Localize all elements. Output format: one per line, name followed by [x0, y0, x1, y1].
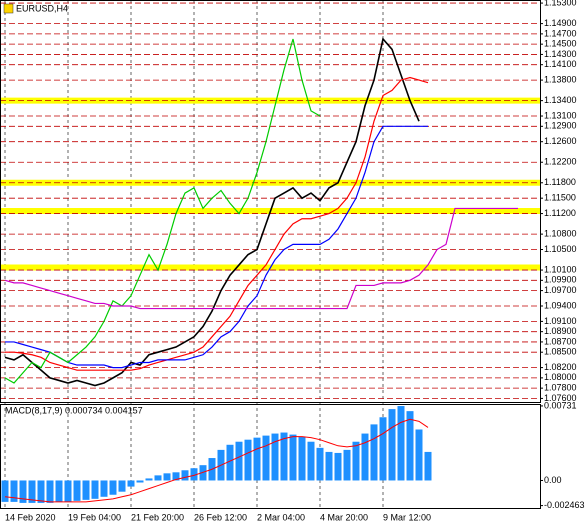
bar [388, 409, 396, 481]
bar [46, 480, 54, 503]
y-tick-label: 1.10100 [544, 264, 577, 274]
bar [226, 444, 234, 481]
y-tick-label: 1.08700 [544, 336, 577, 346]
y-tick-label: -0.002463 [544, 500, 585, 510]
bar [424, 451, 432, 481]
chart-title: EURUSD,H4 [16, 3, 68, 13]
bar [379, 417, 387, 481]
y-tick-label: 1.08200 [544, 362, 577, 372]
y-tick-label: 1.10800 [544, 228, 577, 238]
series-line [4, 207, 518, 310]
bar [163, 473, 171, 481]
bar [361, 433, 369, 481]
x-tick-label: 19 Feb 04:00 [68, 512, 121, 522]
y-tick-label: 1.10500 [544, 244, 577, 254]
y-tick-label: 1.11200 [544, 208, 576, 218]
bar [1, 480, 9, 502]
series-line [4, 418, 429, 503]
y-tick-label: 1.13400 [544, 95, 577, 105]
series-line [5, 76, 429, 371]
bar [37, 480, 45, 503]
y-tick-label: 1.14100 [544, 59, 577, 69]
series-line [5, 125, 428, 369]
bar [415, 429, 423, 481]
bar [190, 468, 198, 481]
bar [298, 436, 306, 481]
bar [235, 441, 243, 481]
y-tick-label: 1.07600 [544, 393, 577, 403]
bar [154, 475, 162, 481]
y-tick-label: 1.11500 [544, 193, 576, 203]
bar [325, 451, 333, 481]
x-tick-label: 9 Mar 12:00 [383, 512, 431, 522]
bar [91, 480, 99, 499]
y-tick-label: 1.12600 [544, 136, 577, 146]
y-tick-label: 1.08900 [544, 326, 577, 336]
bar [289, 434, 297, 481]
y-tick-label: 1.12200 [544, 157, 577, 167]
bar [109, 480, 117, 495]
bar [145, 478, 153, 481]
bar [10, 480, 18, 502]
bar [271, 433, 279, 481]
bar [118, 480, 126, 492]
x-tick-label: 14 Feb 2020 [5, 512, 56, 522]
y-tick-label: 1.14900 [544, 18, 577, 28]
bar [181, 470, 189, 481]
bar [73, 480, 81, 501]
y-tick-label: 1.08500 [544, 347, 577, 357]
y-tick-label: 0.00 [544, 475, 562, 485]
y-tick-label: 1.14300 [544, 49, 577, 59]
y-tick-label: 1.08000 [544, 372, 577, 382]
bar [307, 441, 315, 481]
plot-layer [0, 0, 540, 508]
y-tick-label: 1.09700 [544, 285, 577, 295]
bar [64, 480, 72, 502]
macd-title: MACD(8,17,9) 0.000734 0.004157 [5, 405, 143, 415]
bar [55, 480, 63, 502]
series-line [4, 37, 420, 387]
bar [127, 480, 135, 487]
series-line [4, 38, 321, 384]
y-tick-label: 1.14500 [544, 39, 577, 49]
bar [343, 449, 351, 481]
main-frame [0, 0, 541, 403]
bar [334, 452, 342, 481]
y-tick-label: 0.00731 [544, 400, 577, 410]
bar [406, 411, 414, 481]
bar [82, 480, 90, 500]
bar [100, 480, 108, 497]
bar [280, 432, 288, 481]
y-tick-label: 1.09100 [544, 316, 577, 326]
bar [253, 437, 261, 481]
bar [397, 406, 405, 481]
bar [172, 472, 180, 481]
bar [370, 424, 378, 481]
bar [316, 447, 324, 481]
y-tick-label: 1.12900 [544, 121, 577, 131]
bar [28, 480, 36, 503]
bar [244, 439, 252, 481]
x-tick-label: 21 Feb 20:00 [131, 512, 184, 522]
y-tick-label: 1.15300 [544, 0, 577, 7]
y-tick-label: 1.11800 [544, 177, 576, 187]
symbol-icon [3, 3, 14, 14]
macd-frame [0, 404, 541, 509]
bar [262, 435, 270, 481]
y-tick-label: 1.13100 [544, 110, 577, 120]
bar [352, 441, 360, 481]
y-tick-label: 1.14700 [544, 28, 577, 38]
x-tick-label: 2 Mar 04:00 [257, 512, 305, 522]
y-tick-label: 1.07800 [544, 383, 577, 393]
bar [19, 480, 27, 503]
y-tick-label: 1.09900 [544, 275, 577, 285]
y-tick-label: 1.13800 [544, 74, 577, 84]
x-tick-label: 26 Feb 12:00 [194, 512, 247, 522]
y-tick-label: 1.09400 [544, 300, 577, 310]
x-tick-label: 4 Mar 20:00 [320, 512, 368, 522]
bar [136, 480, 144, 483]
